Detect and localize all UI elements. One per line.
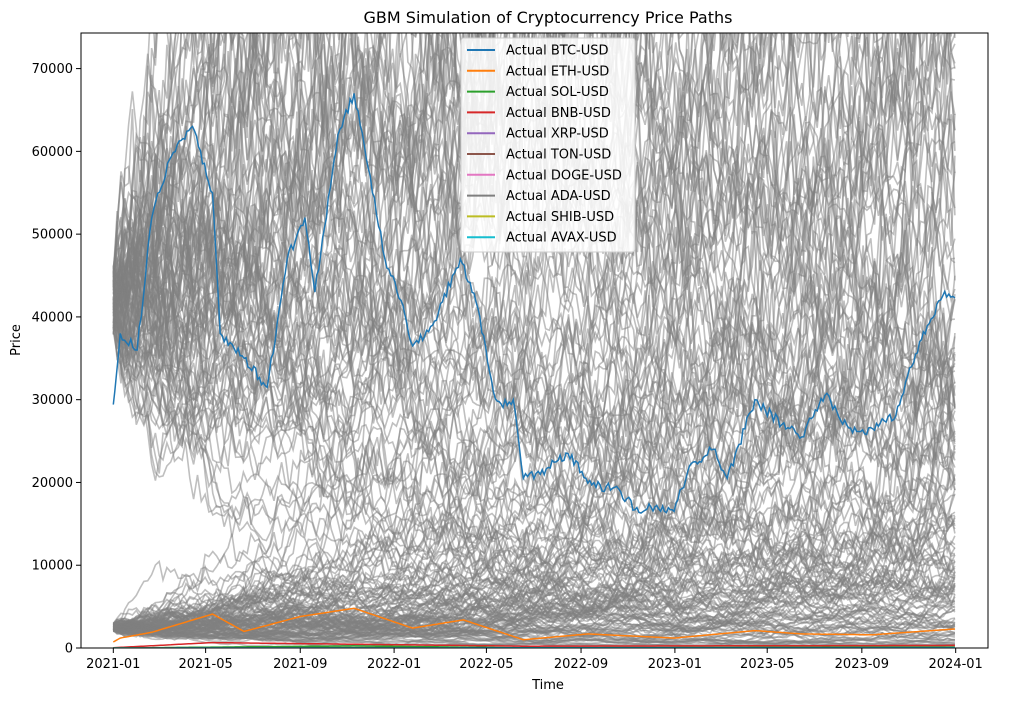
simulated-path — [112, 353, 956, 641]
x-tick-label: 2021-09 — [273, 657, 327, 672]
simulated-path — [112, 405, 956, 632]
legend-box — [460, 37, 636, 253]
x-tick-label: 2021-01 — [86, 657, 140, 672]
simulated-path — [113, 491, 956, 632]
legend-entry: Actual TON-USD — [506, 148, 611, 163]
simulated-paths — [112, 33, 956, 648]
y-tick-label: 0 — [65, 642, 73, 657]
simulated-path — [113, 328, 956, 635]
x-tick-label: 2022-09 — [554, 657, 608, 672]
simulated-path — [113, 593, 956, 636]
legend-entry: Actual BNB-USD — [506, 106, 611, 121]
y-tick-label: 20000 — [32, 476, 73, 491]
x-tick-label: 2023-01 — [648, 657, 702, 672]
legend-entry: Actual SOL-USD — [506, 85, 609, 100]
simulated-path — [113, 33, 813, 629]
legend-entry: Actual AVAX-USD — [506, 231, 617, 246]
x-axis-ticks: 2021-01 2021-05 2021-09 2022-01 2022-05 2022-… — [86, 648, 983, 672]
legend-entry: Actual DOGE-USD — [506, 168, 622, 183]
y-axis-label: Price — [9, 324, 24, 356]
simulated-path — [112, 33, 534, 400]
simulated-path — [112, 33, 332, 360]
legend-entry: Actual ADA-USD — [506, 189, 611, 204]
simulated-path — [112, 33, 479, 288]
legend-entry: Actual XRP-USD — [506, 127, 609, 142]
y-tick-label: 30000 — [32, 393, 73, 408]
y-tick-label: 40000 — [32, 310, 73, 325]
simulated-path — [112, 517, 956, 638]
plot-frame — [80, 32, 989, 649]
series-line-1 — [112, 607, 955, 643]
x-tick-label: 2023-05 — [740, 657, 794, 672]
series-line-0 — [112, 93, 956, 514]
simulated-path — [112, 33, 560, 402]
y-tick-label: 60000 — [32, 145, 73, 160]
x-axis-label: Time — [531, 678, 564, 693]
legend: Actual BTC-USD Actual ETH-USD Actual SOL-U… — [460, 37, 636, 253]
simulated-path — [112, 551, 956, 634]
y-tick-label: 70000 — [32, 62, 73, 77]
x-tick-label: 2023-09 — [835, 657, 889, 672]
legend-entry: Actual SHIB-USD — [506, 210, 614, 225]
simulated-path — [113, 33, 956, 633]
x-tick-label: 2022-05 — [459, 657, 513, 672]
x-tick-label: 2022-01 — [367, 657, 421, 672]
chart-title: GBM Simulation of Cryptocurrency Price P… — [364, 8, 733, 27]
simulated-path — [112, 33, 348, 346]
simulated-path — [112, 33, 343, 350]
simulated-path — [112, 33, 376, 356]
y-tick-label: 10000 — [32, 559, 73, 574]
simulated-path — [112, 33, 656, 359]
simulated-path — [112, 33, 803, 508]
simulated-path — [112, 33, 522, 359]
simulated-path — [113, 349, 956, 637]
simulated-path — [112, 577, 956, 643]
legend-entry: Actual BTC-USD — [506, 44, 609, 59]
simulated-path — [112, 568, 956, 635]
simulated-path — [112, 33, 430, 635]
simulated-path — [112, 33, 450, 330]
x-tick-label: 2021-05 — [178, 657, 232, 672]
y-axis-ticks: 0 10000 20000 30000 40000 50000 60000 70000 — [32, 62, 81, 657]
simulated-path — [113, 33, 956, 632]
simulated-path — [113, 604, 956, 645]
simulated-path — [112, 33, 485, 368]
simulated-path — [112, 33, 694, 350]
simulated-path — [112, 33, 303, 326]
y-tick-label: 50000 — [32, 228, 73, 243]
simulated-path — [112, 33, 826, 429]
series-line-3 — [113, 641, 955, 648]
simulated-path — [112, 33, 949, 526]
x-tick-label: 2024-01 — [929, 657, 983, 672]
simulated-path — [113, 493, 956, 644]
legend-entry: Actual ETH-USD — [506, 64, 609, 79]
simulated-path — [112, 33, 858, 362]
